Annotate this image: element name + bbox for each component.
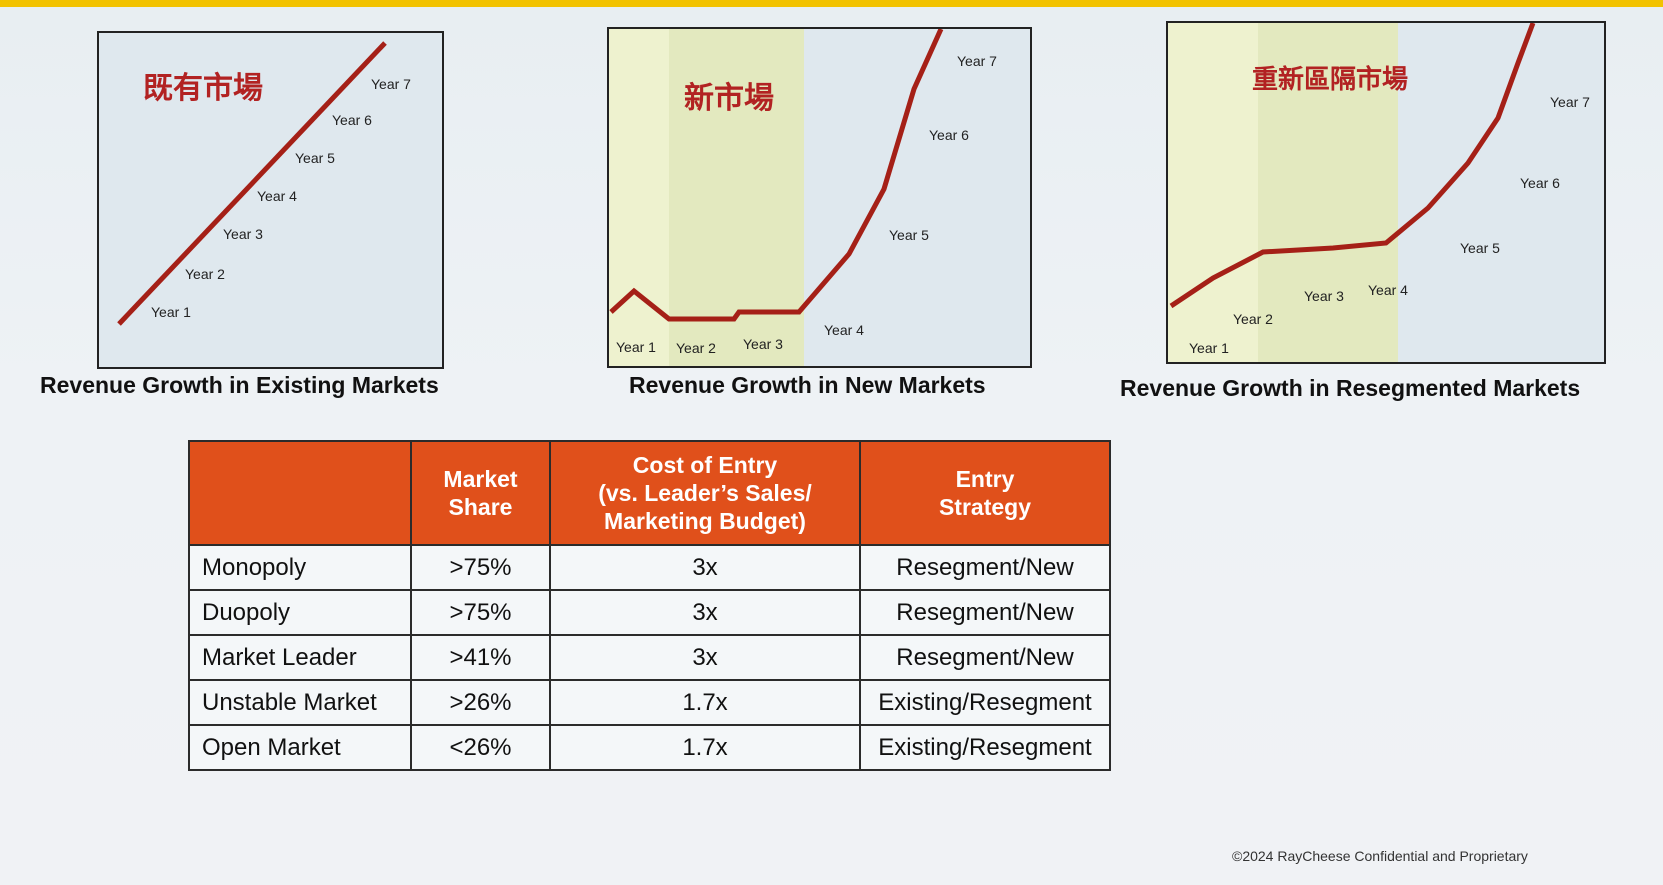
chart-resegmented-markets: 重新區隔市場 Year 1 Year 2 Year 3 Year 4 Year …	[1166, 21, 1606, 364]
year-label: Year 2	[1233, 311, 1273, 327]
header-entry-strategy: Entry Strategy	[859, 440, 1111, 546]
entry-strategy: Resegment/New	[859, 634, 1111, 681]
market-share: >26%	[410, 679, 551, 726]
year-label: Year 5	[889, 227, 929, 243]
chart-existing-markets: 既有市場 Year 1 Year 2 Year 3 Year 4 Year 5 …	[97, 31, 444, 369]
market-share: <26%	[410, 724, 551, 771]
entry-strategy: Existing/Resegment	[859, 724, 1111, 771]
chart-label: 既有市場	[143, 71, 263, 106]
entry-strategy-table: Market Share Cost of Entry (vs. Leader’s…	[188, 440, 1111, 771]
header-market-share: Market Share	[410, 440, 551, 546]
market-share: >41%	[410, 634, 551, 681]
market-type: Market Leader	[188, 634, 412, 681]
cost-of-entry: 1.7x	[549, 724, 861, 771]
market-type: Monopoly	[188, 544, 412, 591]
market-type: Open Market	[188, 724, 412, 771]
year-label: Year 3	[1304, 288, 1344, 304]
table-row: Open Market <26% 1.7x Existing/Resegment	[188, 724, 1111, 771]
market-type: Duopoly	[188, 589, 412, 636]
header-line: Strategy	[938, 494, 1032, 520]
year-label: Year 7	[957, 53, 997, 69]
year-label: Year 1	[151, 304, 191, 320]
year-label: Year 6	[1520, 175, 1560, 191]
chart-existing-svg	[117, 41, 387, 326]
year-label: Year 2	[185, 266, 225, 282]
year-label: Year 7	[371, 76, 411, 92]
market-share: >75%	[410, 589, 551, 636]
chart-new-svg	[609, 29, 944, 366]
cost-of-entry: 3x	[549, 589, 861, 636]
copyright-footer: ©2024 RayCheese Confidential and Proprie…	[1232, 848, 1528, 864]
year-label: Year 3	[743, 336, 783, 352]
year-label: Year 1	[1189, 340, 1229, 356]
header-line: Entry	[955, 466, 1015, 492]
header-line: Marketing Budget)	[604, 508, 806, 534]
year-label: Year 7	[1550, 94, 1590, 110]
table-header-row: Market Share Cost of Entry (vs. Leader’s…	[188, 440, 1111, 546]
table-row: Unstable Market >26% 1.7x Existing/Reseg…	[188, 679, 1111, 726]
year-label: Year 6	[332, 112, 372, 128]
chart-label: 重新區隔市場	[1252, 65, 1409, 95]
year-label: Year 5	[1460, 240, 1500, 256]
market-type: Unstable Market	[188, 679, 412, 726]
revenue-line	[117, 41, 387, 326]
year-label: Year 4	[257, 188, 297, 204]
chart-reseg-svg	[1168, 23, 1536, 362]
year-label: Year 4	[1368, 282, 1408, 298]
revenue-line	[1169, 23, 1536, 309]
cost-of-entry: 3x	[549, 634, 861, 681]
header-blank	[188, 440, 412, 546]
cost-of-entry: 1.7x	[549, 679, 861, 726]
year-label: Year 5	[295, 150, 335, 166]
year-label: Year 3	[223, 226, 263, 242]
chart-title: Revenue Growth in Existing Markets	[40, 372, 439, 398]
chart-title: Revenue Growth in Resegmented Markets	[1120, 375, 1581, 401]
chart-label: 新市場	[684, 81, 774, 116]
header-cost-of-entry: Cost of Entry (vs. Leader’s Sales/ Marke…	[549, 440, 861, 546]
revenue-line	[609, 29, 944, 322]
year-label: Year 1	[616, 339, 656, 355]
top-accent-bar	[0, 0, 1663, 7]
table-row: Market Leader >41% 3x Resegment/New	[188, 634, 1111, 681]
table-row: Duopoly >75% 3x Resegment/New	[188, 589, 1111, 636]
table-row: Monopoly >75% 3x Resegment/New	[188, 544, 1111, 591]
cost-of-entry: 3x	[549, 544, 861, 591]
header-line: Share	[448, 494, 513, 520]
entry-strategy: Resegment/New	[859, 544, 1111, 591]
header-line: Market	[443, 466, 518, 492]
chart-title: Revenue Growth in New Markets	[629, 372, 986, 398]
chart-new-markets: 新市場 Year 1 Year 2 Year 3 Year 4 Year 5 Y…	[607, 27, 1032, 368]
year-label: Year 2	[676, 340, 716, 356]
band-year-3	[1258, 23, 1398, 362]
header-line: Cost of Entry	[632, 452, 778, 478]
year-label: Year 6	[929, 127, 969, 143]
year-label: Year 4	[824, 322, 864, 338]
market-share: >75%	[410, 544, 551, 591]
entry-strategy: Existing/Resegment	[859, 679, 1111, 726]
header-line: (vs. Leader’s Sales/	[598, 480, 812, 506]
entry-strategy: Resegment/New	[859, 589, 1111, 636]
